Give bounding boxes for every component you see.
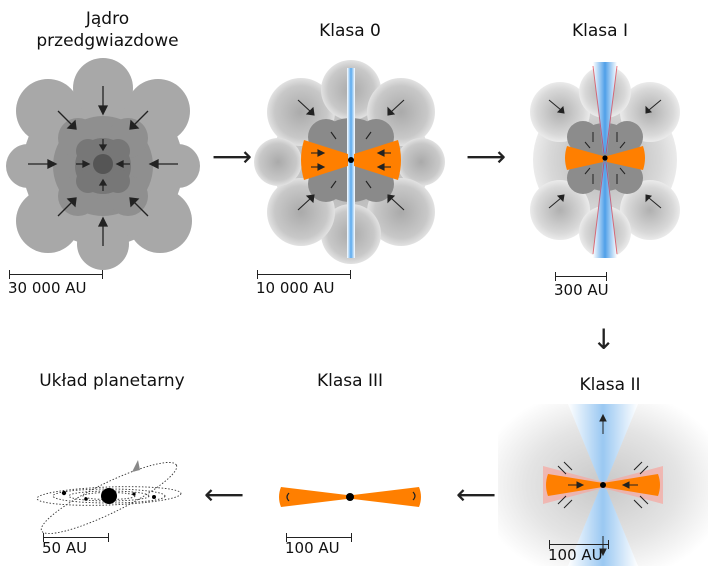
scale-bar-label: 10 000 AU bbox=[256, 279, 335, 297]
stage-title-text: Klasa III bbox=[316, 371, 383, 391]
scale-bar-line bbox=[555, 272, 607, 281]
prestellar-core-illustration bbox=[6, 58, 200, 270]
central-star bbox=[101, 488, 117, 504]
stage-title-text: Klasa 0 bbox=[319, 21, 381, 41]
scale-bar-label: 100 AU bbox=[285, 539, 340, 557]
class-ii-protostar bbox=[600, 482, 606, 488]
infall-arrows bbox=[557, 413, 649, 557]
planet bbox=[84, 497, 88, 501]
stage-title-line-2: przedgwiazdowe bbox=[36, 31, 179, 51]
infall-arrows bbox=[28, 86, 178, 246]
stage-title-planetary-system: Układ planetarny bbox=[22, 370, 202, 392]
stage-title-class-0: Klasa 0 bbox=[290, 20, 410, 42]
planet-forming-vortex bbox=[286, 491, 416, 502]
class-0-illustration bbox=[254, 60, 445, 264]
class-iii-illustration bbox=[279, 487, 421, 507]
class-iii-disk bbox=[279, 487, 421, 507]
planetary-orbit bbox=[36, 486, 182, 506]
stage-title-class-iii: Klasa III bbox=[290, 370, 410, 392]
stage-title-class-ii: Klasa II bbox=[560, 374, 660, 396]
scale-bar-label: 30 000 AU bbox=[8, 279, 87, 297]
stage-title-text: Układ planetarny bbox=[39, 371, 185, 391]
class-ii-illustration bbox=[498, 404, 708, 566]
class-ii-outflow bbox=[568, 404, 638, 566]
class-i-outflow-edge bbox=[592, 65, 618, 255]
scale-bar-line bbox=[43, 533, 109, 542]
infall-arrows bbox=[548, 99, 662, 209]
arrow-down-icon: ↓ bbox=[592, 323, 616, 356]
arrow-left-icon: ⟵ bbox=[456, 478, 497, 511]
class-0-disk bbox=[301, 140, 401, 180]
scale-bar-line bbox=[286, 533, 352, 542]
scale-bar-label: 100 AU bbox=[548, 546, 603, 564]
class-i-illustration bbox=[530, 62, 680, 258]
planet bbox=[61, 490, 67, 496]
stage-title-class-i: Klasa I bbox=[545, 20, 655, 42]
class-iii-star bbox=[346, 493, 354, 501]
class-0-protostar bbox=[348, 157, 354, 163]
scale-bar-line bbox=[9, 270, 103, 279]
comet-tail bbox=[132, 460, 140, 472]
stage-title-prestellar-core: Jądro przedgwiazdowe bbox=[20, 8, 195, 52]
scale-bar-line bbox=[257, 270, 351, 279]
inner-core bbox=[75, 138, 131, 194]
stage-title-line-1: Jądro bbox=[85, 9, 130, 29]
arrow-left-icon: ⟵ bbox=[204, 478, 245, 511]
stage-title-text: Klasa II bbox=[579, 375, 641, 395]
class-i-protostar bbox=[602, 155, 608, 161]
scale-bar-label: 300 AU bbox=[554, 281, 609, 299]
infall-arrows bbox=[297, 99, 405, 211]
class-0-inner-core bbox=[308, 118, 394, 202]
stage-title-text: Klasa I bbox=[572, 21, 628, 41]
arrow-right-icon: ⟶ bbox=[212, 140, 253, 173]
planet bbox=[152, 495, 156, 499]
scale-bar-label: 50 AU bbox=[42, 539, 88, 557]
arrow-right-icon: ⟶ bbox=[466, 140, 507, 173]
scale-bar-line bbox=[549, 540, 609, 549]
class-i-disk bbox=[565, 146, 645, 170]
comet-orbit bbox=[40, 462, 178, 534]
planet bbox=[132, 492, 136, 496]
planetary-system-illustration bbox=[36, 460, 182, 534]
